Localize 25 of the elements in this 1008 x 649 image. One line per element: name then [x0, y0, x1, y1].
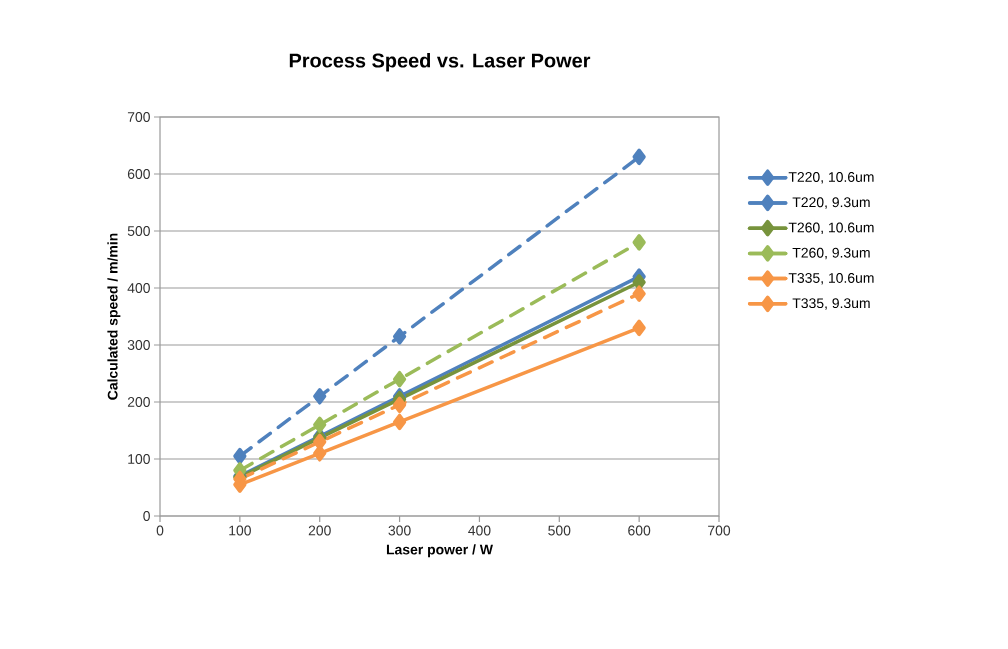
y-tick-label: 300: [127, 340, 150, 350]
x-axis-title: Laser power / W: [386, 544, 493, 558]
y-tick-label: 0: [143, 511, 150, 521]
y-tick-label: 200: [127, 397, 150, 407]
x-tick-label: 500: [548, 525, 571, 536]
y-tick-label: 600: [127, 169, 150, 179]
x-tick-label: 200: [308, 525, 331, 536]
legend-label: T260, 10.6um: [788, 222, 874, 235]
x-tick-label: 100: [229, 525, 251, 536]
y-axis-title: Calculated speed / m/min: [107, 233, 121, 400]
x-tick-label: 300: [388, 525, 411, 536]
x-tick-label: 700: [708, 525, 731, 536]
y-tick-label: 400: [127, 283, 150, 293]
y-tick-label: 500: [127, 226, 150, 236]
x-tick-label: 0: [156, 525, 164, 536]
x-tick-label: 600: [628, 525, 651, 536]
y-tick-label: 700: [127, 112, 150, 122]
legend-label: T220, 10.6um: [788, 172, 874, 184]
chart-title: Process Speed vs. Laser Power: [289, 52, 591, 72]
legend-label: T260, 9.3um: [792, 247, 870, 260]
legend-label: T335, 9.3um: [792, 298, 870, 310]
legend-label: T220, 9.3um: [792, 197, 870, 209]
x-tick-label: 400: [468, 525, 491, 536]
legend-label: T335, 10.6um: [788, 272, 874, 285]
y-tick-label: 100: [128, 454, 150, 464]
